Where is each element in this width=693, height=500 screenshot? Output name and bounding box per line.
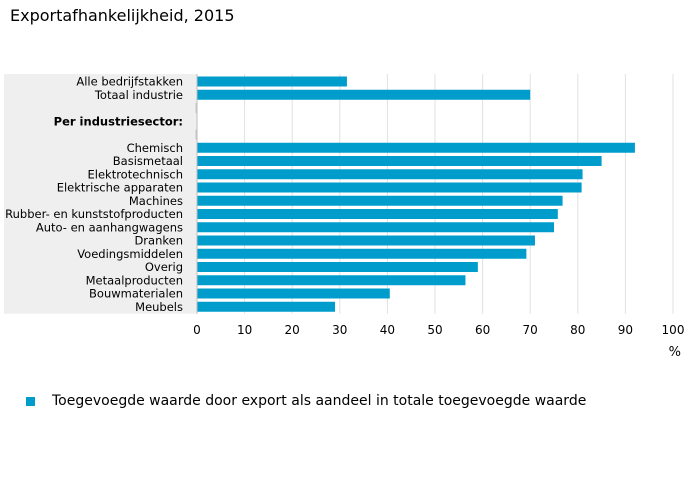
bar xyxy=(197,195,563,206)
x-tick-label: 40 xyxy=(380,323,395,337)
bar xyxy=(197,235,535,246)
x-tick-label: 30 xyxy=(332,323,347,337)
bar xyxy=(197,275,466,286)
x-tick-label: 80 xyxy=(570,323,585,337)
x-tick-label: 0 xyxy=(193,323,201,337)
bar xyxy=(197,76,347,87)
category-label-panel xyxy=(4,74,197,314)
bar xyxy=(197,156,602,166)
x-tick-label: 90 xyxy=(618,323,633,337)
category-label: Metaalproducten xyxy=(86,273,183,287)
category-label: Elektrische apparaten xyxy=(57,181,183,195)
category-label: Basismetaal xyxy=(113,154,183,168)
category-label: Chemisch xyxy=(127,141,183,155)
bar xyxy=(197,301,336,312)
category-label: Voedingsmiddelen xyxy=(77,247,183,261)
bar xyxy=(197,169,583,180)
x-tick-label: 10 xyxy=(237,323,252,337)
x-tick-label: 100 xyxy=(662,323,685,337)
legend: Toegevoegde waarde door export als aande… xyxy=(26,393,586,409)
x-tick-label: 70 xyxy=(523,323,538,337)
legend-swatch xyxy=(26,396,35,406)
category-label: Totaal industrie xyxy=(94,88,183,102)
category-label: Auto- en aanhangwagens xyxy=(36,220,183,234)
bar xyxy=(197,142,635,153)
bar xyxy=(197,89,531,100)
x-tick-label: 20 xyxy=(285,323,300,337)
legend-label: Toegevoegde waarde door export als aande… xyxy=(52,393,587,409)
category-label: Machines xyxy=(129,194,183,208)
bar xyxy=(197,209,558,219)
bar xyxy=(197,262,478,272)
category-label: Elektrotechnisch xyxy=(88,167,184,181)
chart-title: Exportafhankelijkheid, 2015 xyxy=(10,6,235,25)
bar xyxy=(197,288,390,299)
x-axis-unit-label: % xyxy=(669,345,681,360)
x-tick-label: 60 xyxy=(475,323,490,337)
section-heading-label: Per industriesector: xyxy=(54,114,183,128)
bar xyxy=(197,222,554,233)
category-label: Rubber- en kunststofproducten xyxy=(5,207,183,221)
bar xyxy=(197,248,527,259)
category-label: Overig xyxy=(145,260,183,274)
category-label: Meubels xyxy=(135,300,183,314)
bar-chart: 0 10 20 30 40 50 60 70 80 90 100% Alle bedrijfstakk… xyxy=(4,74,685,360)
category-label: Dranken xyxy=(134,234,183,248)
bar xyxy=(197,182,582,193)
category-label: Bouwmaterialen xyxy=(89,287,183,301)
category-label: Alle bedrijfstakken xyxy=(76,75,183,89)
x-tick-label: 50 xyxy=(427,323,442,337)
